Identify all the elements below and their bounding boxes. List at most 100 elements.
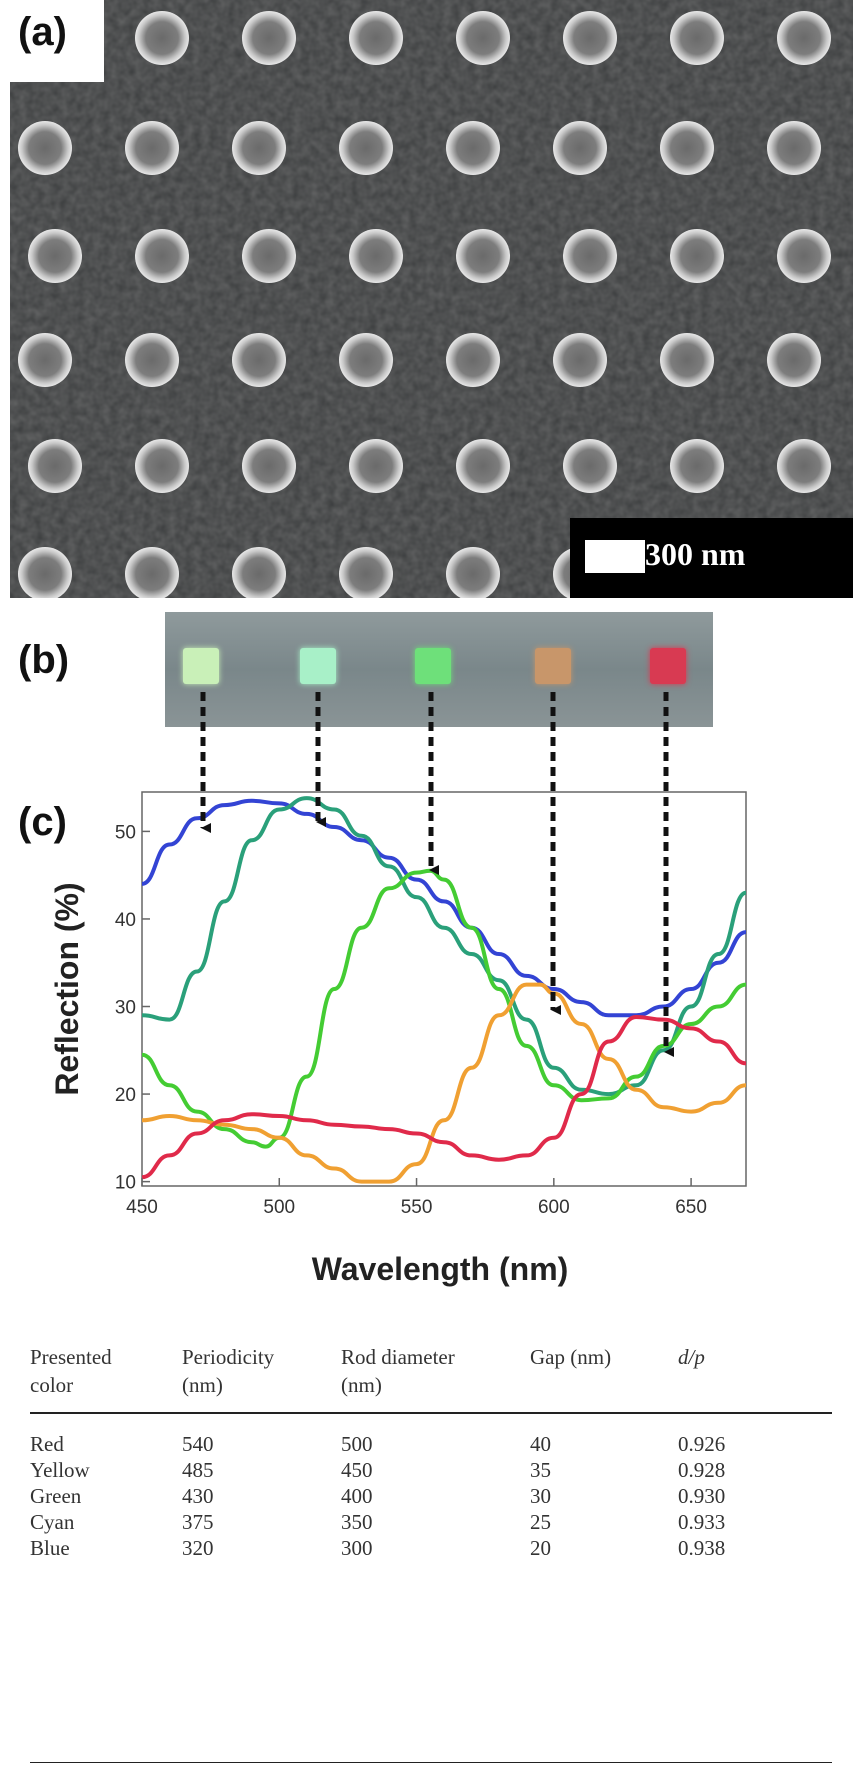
nanorod — [232, 333, 286, 387]
nanorod — [18, 333, 72, 387]
y-tick-label: 30 — [115, 998, 136, 1019]
nanorod — [777, 229, 831, 283]
reflection-series-5 — [141, 1015, 747, 1180]
table-cell: 35 — [530, 1458, 551, 1482]
table-cell: 400 — [341, 1484, 373, 1508]
nanorod — [18, 121, 72, 175]
nanorod — [456, 229, 510, 283]
table-cell: 320 — [182, 1536, 214, 1560]
color-swatch-photo — [165, 612, 713, 727]
tick-layer: 450 500 550 600 650 10 20 30 40 50 — [115, 822, 707, 1218]
scale-bar — [585, 540, 645, 573]
table-cell: 375 — [182, 1510, 214, 1534]
swatch-2 — [300, 648, 336, 684]
nanorod — [670, 229, 724, 283]
reflection-series-1 — [141, 798, 747, 1018]
x-tick-label: 600 — [538, 1197, 570, 1218]
table-cell: 40 — [530, 1432, 551, 1456]
nanorod — [349, 439, 403, 493]
nanorod — [232, 121, 286, 175]
nanorod — [660, 333, 714, 387]
nanorod — [563, 439, 617, 493]
nanorod — [242, 439, 296, 493]
nanorod — [349, 229, 403, 283]
x-tick-label: 550 — [401, 1197, 433, 1218]
nanorod — [28, 439, 82, 493]
plot-frame — [141, 791, 747, 1187]
swatch-3 — [415, 648, 451, 684]
nanorod — [339, 121, 393, 175]
nanorod — [563, 229, 617, 283]
nanorod — [242, 11, 296, 65]
table-header-1: Presented color — [30, 1345, 112, 1397]
table-row-label: Blue — [30, 1536, 70, 1560]
swatch-4 — [535, 648, 571, 684]
table-header-4: Gap (nm) — [530, 1345, 612, 1369]
table-cell: 450 — [341, 1458, 373, 1482]
table-row-label: Red — [30, 1432, 64, 1456]
nanorod — [767, 333, 821, 387]
reflection-series-2 — [141, 796, 747, 1097]
nanorod — [446, 333, 500, 387]
nanorod — [456, 439, 510, 493]
table-cell: 350 — [341, 1510, 373, 1534]
nanorod — [135, 439, 189, 493]
panel-label-c: (c) — [18, 800, 67, 844]
x-tick-label: 450 — [126, 1197, 158, 1218]
panel-label-a: (a) — [18, 10, 67, 54]
nanorod — [777, 11, 831, 65]
nanorod — [670, 11, 724, 65]
nanorod — [553, 333, 607, 387]
panel-label-b: (b) — [18, 638, 70, 682]
table-cell: 30 — [530, 1484, 551, 1508]
nanorod — [28, 229, 82, 283]
table-header-rule — [30, 1412, 832, 1414]
y-axis-label: Reflection (%) — [49, 882, 85, 1095]
table-header-5: d/p — [678, 1345, 705, 1369]
nanorod — [339, 547, 393, 598]
y-tick-label: 10 — [115, 1173, 136, 1194]
nanorod — [660, 121, 714, 175]
nanorod — [232, 547, 286, 598]
reflection-chart: 450 500 550 600 650 10 20 30 40 50 Reflection (%)… — [49, 692, 747, 1287]
table-cell: 540 — [182, 1432, 214, 1456]
reflection-series-4 — [141, 982, 747, 1184]
nanorod — [135, 229, 189, 283]
table-cell: 0.933 — [678, 1510, 726, 1534]
y-tick-label: 50 — [115, 822, 136, 843]
y-tick-label: 20 — [115, 1085, 136, 1106]
table-cell: 485 — [182, 1458, 214, 1482]
table-cell: 430 — [182, 1484, 214, 1508]
table-cell: 500 — [341, 1432, 373, 1456]
nanorod — [18, 547, 72, 598]
swatch-1 — [183, 648, 219, 684]
table-cell: 0.928 — [678, 1458, 726, 1482]
table-header-3: Rod diameter (nm) — [341, 1345, 455, 1397]
nanorod — [125, 121, 179, 175]
sem-micrograph — [10, 0, 853, 598]
scale-bar-label: 300 nm — [645, 536, 746, 572]
x-tick-label: 650 — [675, 1197, 707, 1218]
nanorod — [553, 121, 607, 175]
nanorod — [349, 11, 403, 65]
table-cell: 0.938 — [678, 1536, 726, 1560]
table-bottom-rule — [30, 1762, 832, 1763]
table-cell: 0.930 — [678, 1484, 726, 1508]
table-header-2: Periodicity (nm) — [182, 1345, 275, 1397]
arrow-layer — [200, 692, 674, 1057]
table-cell: 300 — [341, 1536, 373, 1560]
swatch-5 — [650, 648, 686, 684]
nanorod — [563, 11, 617, 65]
x-axis-label: Wavelength (nm) — [312, 1251, 569, 1287]
nanorod — [670, 439, 724, 493]
table-cell: 20 — [530, 1536, 551, 1560]
nanorod — [125, 547, 179, 598]
series-layer — [141, 796, 747, 1184]
table-row-label: Yellow — [30, 1458, 90, 1482]
nanorod — [125, 333, 179, 387]
table-row-label: Green — [30, 1484, 82, 1508]
label-a-background — [0, 0, 104, 82]
nanorod — [777, 439, 831, 493]
nanorod — [446, 547, 500, 598]
table-row-label: Cyan — [30, 1510, 75, 1534]
